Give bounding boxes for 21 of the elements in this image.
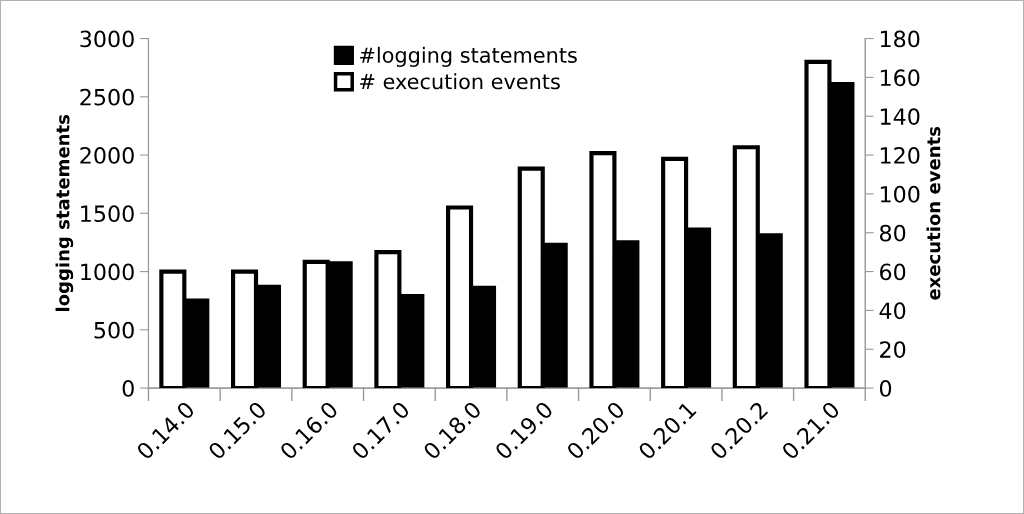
y-tick-label: 1500 bbox=[81, 205, 134, 223]
y-axis-title: logging statements bbox=[55, 114, 74, 311]
y2-tick-label: 20 bbox=[880, 341, 906, 358]
y2-tick-label: 40 bbox=[879, 302, 906, 320]
y2-tick-label: 160 bbox=[880, 69, 920, 87]
y2-tick-label: 60 bbox=[880, 263, 906, 281]
y-tick-label: 0 bbox=[122, 380, 134, 397]
y2-axis-title: execution events bbox=[926, 126, 941, 300]
y-tick-label: 2000 bbox=[80, 147, 134, 164]
y2-tick-label: 100 bbox=[880, 185, 920, 203]
legend-label: #logging statements bbox=[360, 46, 577, 67]
y-tick-label: 500 bbox=[94, 321, 134, 339]
y2-tick-label: 140 bbox=[880, 108, 920, 125]
y-tick-label: 3000 bbox=[80, 30, 134, 48]
y2-tick-label: 80 bbox=[879, 224, 906, 242]
y2-tick-label: 120 bbox=[880, 147, 920, 164]
y-tick-label: 2500 bbox=[80, 88, 134, 106]
legend-label: # execution events bbox=[360, 73, 560, 90]
y2-tick-label: 180 bbox=[880, 30, 920, 48]
y-tick-label: 1000 bbox=[81, 263, 134, 281]
y2-tick-label: 0 bbox=[879, 380, 892, 397]
